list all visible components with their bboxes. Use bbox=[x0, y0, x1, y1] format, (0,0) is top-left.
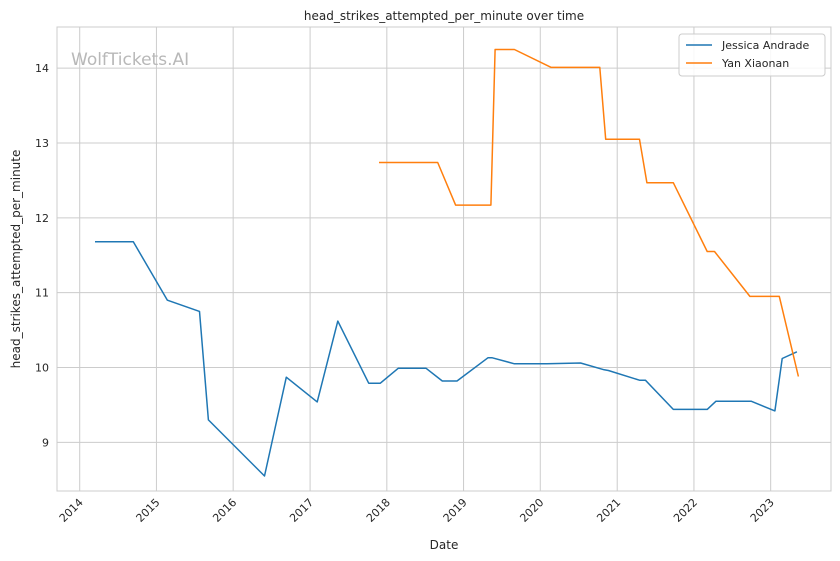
x-tick-label: 2017 bbox=[287, 496, 316, 525]
grid-lines bbox=[57, 27, 831, 491]
legend-label-1: Jessica Andrade bbox=[721, 39, 810, 52]
x-axis-title: Date bbox=[430, 538, 459, 552]
y-tick-label: 13 bbox=[35, 137, 49, 150]
x-tick-label: 2014 bbox=[57, 496, 86, 525]
x-tick-label: 2018 bbox=[364, 496, 393, 525]
tick-labels: 2014 2015 2016 2017 2018 2019 2020 2021 2022 2023… bbox=[35, 62, 777, 525]
chart-title: head_strikes_attempted_per_minute over t… bbox=[304, 9, 584, 23]
y-tick-label: 9 bbox=[42, 436, 49, 449]
legend-box bbox=[678, 33, 826, 77]
y-tick-label: 14 bbox=[35, 62, 49, 75]
x-tick-label: 2015 bbox=[134, 496, 163, 525]
series-lines bbox=[95, 48, 800, 477]
x-tick-label: 2021 bbox=[594, 496, 623, 525]
y-tick-label: 10 bbox=[35, 362, 49, 375]
legend-label-2: Yan Xiaonan bbox=[721, 57, 789, 70]
watermark: WolfTickets.AI bbox=[71, 50, 189, 70]
y-tick-label: 12 bbox=[35, 212, 49, 225]
plot-background bbox=[57, 27, 831, 491]
y-tick-label: 11 bbox=[35, 287, 49, 300]
x-tick-label: 2016 bbox=[210, 496, 239, 525]
x-tick-label: 2023 bbox=[748, 496, 777, 525]
series-line-1 bbox=[95, 241, 798, 477]
legend: Jessica Andrade Yan Xiaonan bbox=[678, 33, 826, 77]
plot-border bbox=[56, 26, 832, 492]
x-tick-label: 2022 bbox=[671, 496, 700, 525]
x-tick-label: 2020 bbox=[517, 496, 546, 525]
y-axis-title: head_strikes_attempted_per_minute bbox=[9, 150, 23, 369]
series-line-2 bbox=[379, 48, 800, 377]
x-tick-label: 2019 bbox=[441, 496, 470, 525]
